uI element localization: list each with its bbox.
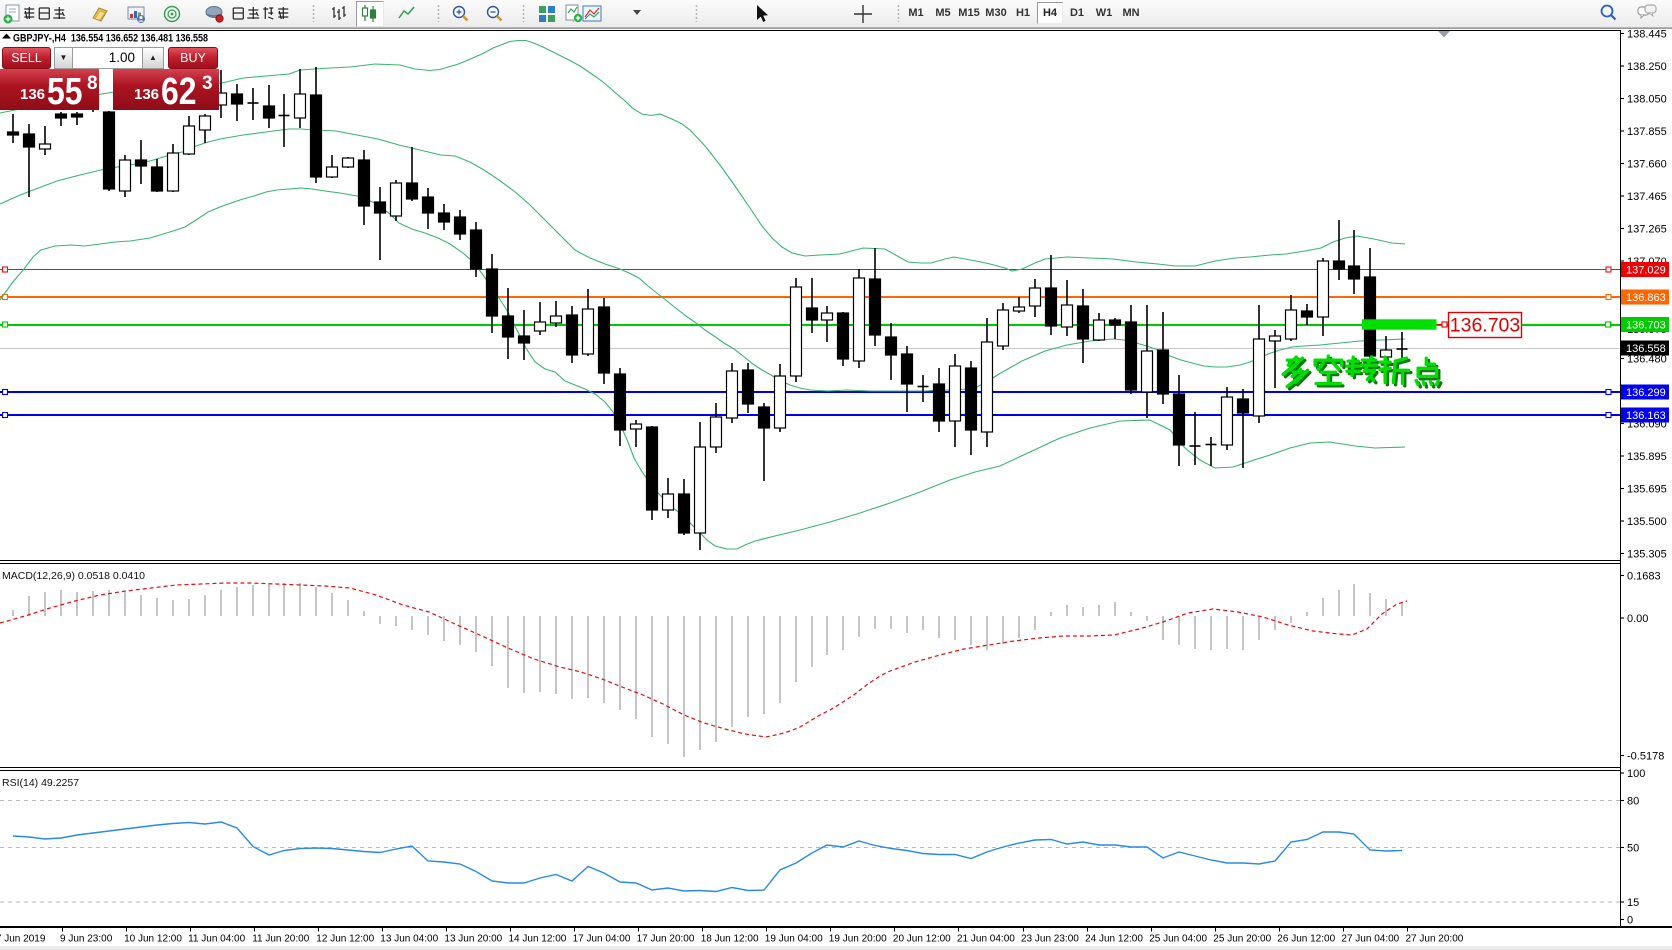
svg-text:0.1683: 0.1683	[1627, 571, 1661, 583]
svg-text:136.480: 136.480	[1627, 354, 1667, 366]
svg-text:138.250: 138.250	[1627, 61, 1667, 73]
svg-text:10 Jun 12:00: 10 Jun 12:00	[124, 934, 182, 945]
svg-text:50: 50	[1627, 843, 1639, 855]
svg-text:11 Jun 20:00: 11 Jun 20:00	[252, 934, 310, 945]
svg-text:0: 0	[1627, 915, 1633, 927]
svg-text:0.00: 0.00	[1627, 613, 1648, 625]
svg-text:137.660: 137.660	[1627, 159, 1667, 171]
svg-text:14 Jun 12:00: 14 Jun 12:00	[509, 934, 567, 945]
svg-text:136.163: 136.163	[1626, 410, 1666, 422]
svg-text:135.500: 135.500	[1627, 516, 1667, 528]
svg-text:138.445: 138.445	[1627, 29, 1667, 41]
svg-text:19 Jun 04:00: 19 Jun 04:00	[765, 934, 823, 945]
svg-text:27 Jun 20:00: 27 Jun 20:00	[1406, 934, 1464, 945]
svg-text:136.558: 136.558	[1626, 343, 1666, 355]
svg-text:12 Jun 12:00: 12 Jun 12:00	[316, 934, 374, 945]
svg-text:21 Jun 04:00: 21 Jun 04:00	[957, 934, 1015, 945]
svg-text:20 Jun 12:00: 20 Jun 12:00	[893, 934, 951, 945]
svg-text:135.305: 135.305	[1627, 549, 1667, 561]
svg-text:13 Jun 04:00: 13 Jun 04:00	[380, 934, 438, 945]
svg-text:137.265: 137.265	[1627, 224, 1667, 236]
svg-text:136.703: 136.703	[1450, 315, 1521, 337]
svg-text:136.299: 136.299	[1626, 387, 1666, 399]
svg-text:137.465: 137.465	[1627, 191, 1667, 203]
svg-text:135.695: 135.695	[1627, 484, 1667, 496]
svg-text:25 Jun 04:00: 25 Jun 04:00	[1149, 934, 1207, 945]
svg-text:136.863: 136.863	[1626, 292, 1666, 304]
svg-text:19 Jun 20:00: 19 Jun 20:00	[829, 934, 887, 945]
svg-text:137.029: 137.029	[1626, 265, 1666, 277]
svg-text:138.050: 138.050	[1627, 94, 1667, 106]
svg-text:7 Jun 2019: 7 Jun 2019	[0, 934, 46, 945]
svg-text:9 Jun 23:00: 9 Jun 23:00	[60, 934, 113, 945]
svg-text:135.895: 135.895	[1627, 451, 1667, 463]
svg-text:13 Jun 20:00: 13 Jun 20:00	[444, 934, 502, 945]
svg-text:100: 100	[1627, 768, 1645, 780]
svg-text:15: 15	[1627, 897, 1639, 909]
svg-text:17 Jun 20:00: 17 Jun 20:00	[637, 934, 695, 945]
svg-text:25 Jun 20:00: 25 Jun 20:00	[1213, 934, 1271, 945]
svg-text:RSI(14) 49.2257: RSI(14) 49.2257	[2, 777, 79, 789]
svg-text:-0.5178: -0.5178	[1627, 751, 1664, 763]
svg-text:136.703: 136.703	[1626, 320, 1666, 332]
svg-text:80: 80	[1627, 796, 1639, 808]
svg-text:26 Jun 12:00: 26 Jun 12:00	[1277, 934, 1335, 945]
svg-text:GBPJPY-,H4 136.554 136.652 13: GBPJPY-,H4 136.554 136.652 136.481 136.5…	[13, 33, 208, 45]
svg-text:23 Jun 23:00: 23 Jun 23:00	[1021, 934, 1079, 945]
svg-text:17 Jun 04:00: 17 Jun 04:00	[573, 934, 631, 945]
svg-text:24 Jun 12:00: 24 Jun 12:00	[1085, 934, 1143, 945]
svg-text:18 Jun 12:00: 18 Jun 12:00	[701, 934, 759, 945]
svg-text:137.855: 137.855	[1627, 126, 1667, 138]
svg-text:27 Jun 04:00: 27 Jun 04:00	[1341, 934, 1399, 945]
svg-text:11 Jun 04:00: 11 Jun 04:00	[188, 934, 246, 945]
svg-text:MACD(12,26,9) 0.0518 0.0410: MACD(12,26,9) 0.0518 0.0410	[2, 570, 145, 582]
